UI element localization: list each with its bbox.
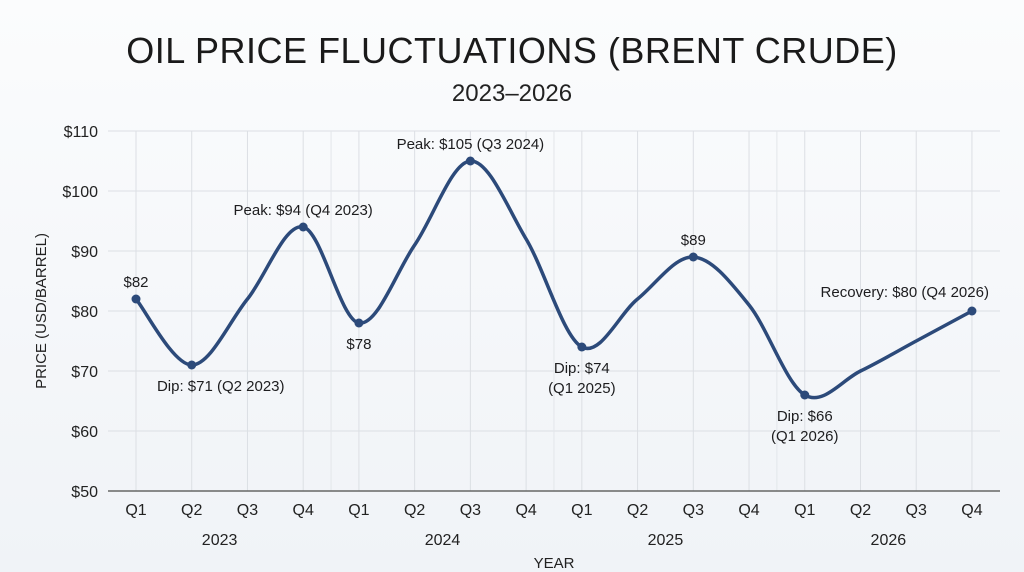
data-annotation: (Q1 2025) bbox=[548, 380, 616, 397]
data-annotation: $82 bbox=[123, 274, 148, 291]
x-tick-label: Q3 bbox=[237, 502, 258, 519]
data-annotation: (Q1 2026) bbox=[771, 428, 839, 445]
y-tick-label: $70 bbox=[71, 364, 98, 381]
data-point-marker bbox=[298, 222, 308, 232]
data-annotation: $78 bbox=[346, 336, 371, 353]
data-annotation: Dip: $66 bbox=[777, 408, 833, 425]
x-tick-label: Q2 bbox=[181, 502, 202, 519]
data-annotation: Peak: $105 (Q3 2024) bbox=[397, 136, 545, 153]
y-tick-label: $80 bbox=[71, 304, 98, 321]
x-tick-label: Q3 bbox=[460, 502, 481, 519]
x-tick-label: Q4 bbox=[293, 502, 314, 519]
data-point-marker bbox=[187, 360, 197, 370]
x-tick-label: Q2 bbox=[404, 502, 425, 519]
year-label: 2023 bbox=[202, 532, 238, 549]
y-tick-label: $110 bbox=[64, 124, 99, 141]
y-tick-label: $60 bbox=[71, 424, 98, 441]
year-label: 2024 bbox=[425, 532, 461, 549]
data-annotation: Peak: $94 (Q4 2023) bbox=[234, 202, 373, 219]
y-tick-label: $90 bbox=[71, 244, 98, 261]
data-annotation: Dip: $74 bbox=[554, 360, 610, 377]
x-tick-label: Q1 bbox=[794, 502, 815, 519]
x-tick-label: Q4 bbox=[961, 502, 982, 519]
chart-subtitle: 2023–2026 bbox=[451, 80, 573, 107]
data-annotation: Dip: $71 (Q2 2023) bbox=[157, 378, 285, 395]
data-annotation: $89 bbox=[681, 232, 706, 249]
y-axis-label: PRICE (USD/BARREL) bbox=[33, 233, 50, 389]
data-point-marker bbox=[354, 318, 364, 328]
data-point-marker bbox=[688, 252, 698, 262]
data-point-marker bbox=[465, 156, 475, 166]
x-tick-label: Q1 bbox=[571, 502, 592, 519]
data-point-marker bbox=[967, 306, 977, 316]
x-tick-label: Q2 bbox=[627, 502, 648, 519]
y-tick-label: $50 bbox=[71, 484, 98, 501]
x-tick-label: Q2 bbox=[850, 502, 871, 519]
x-tick-label: Q3 bbox=[906, 502, 927, 519]
x-axis-label: YEAR bbox=[534, 555, 575, 572]
year-label: 2026 bbox=[871, 532, 907, 549]
x-tick-label: Q4 bbox=[738, 502, 759, 519]
year-label: 2025 bbox=[648, 532, 684, 549]
data-annotation: Recovery: $80 (Q4 2026) bbox=[821, 284, 989, 301]
x-tick-label: Q1 bbox=[125, 502, 146, 519]
x-tick-label: Q1 bbox=[348, 502, 369, 519]
data-point-marker bbox=[800, 390, 810, 400]
data-point-marker bbox=[131, 294, 141, 304]
y-tick-label: $100 bbox=[62, 184, 98, 201]
data-point-marker bbox=[577, 342, 587, 352]
chart-title: OIL PRICE FLUCTUATIONS (BRENT CRUDE) bbox=[126, 30, 898, 71]
x-tick-label: Q4 bbox=[515, 502, 536, 519]
x-tick-label: Q3 bbox=[683, 502, 704, 519]
